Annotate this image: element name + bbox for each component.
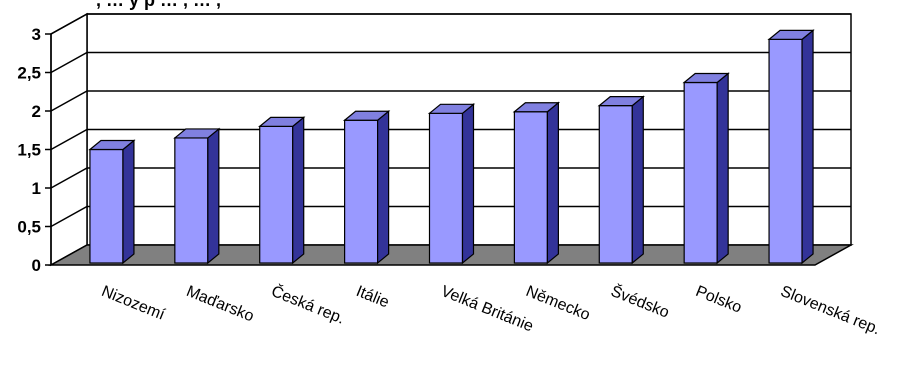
y-tick-label: 2,5 [17,64,41,83]
chart-title: , … y p … , … , [96,0,221,10]
gridline [50,51,851,74]
y-tick-label: 0 [32,256,41,275]
bars [88,29,815,265]
gridline [50,13,851,35]
bar-front [89,148,124,264]
bar [767,29,815,265]
bar-front [598,105,633,264]
x-tick-label: Nizozemí [99,283,168,324]
y-tick-label: 3 [32,25,41,44]
bar-top [88,139,136,151]
bar [597,95,645,265]
y-tick-label: 2 [32,102,41,121]
bar-top [597,96,645,107]
bar-top [258,116,306,128]
bar-top [173,128,221,139]
bar-front [259,125,294,264]
bar-side [461,103,475,265]
x-tick-label: Slovenská rep. [778,283,883,338]
x-tick-label: Švédsko [608,281,672,322]
bar-front [683,81,718,264]
x-tick-label: Polsko [693,283,744,317]
bar [258,116,306,265]
y-tick-label: 1 [32,179,41,198]
bar-front [174,137,209,264]
bar-front [428,112,464,264]
bar-side [207,127,220,265]
bar-top [767,29,815,40]
bar [342,109,391,265]
bar-side [377,109,390,265]
x-tick-label: Itálie [354,283,392,311]
bar-front [344,119,379,264]
bar-side [292,116,305,265]
bar-front [513,111,548,264]
x-tick-label: Velká Británie [439,283,536,335]
x-tick-label: Maďarsko [184,283,256,325]
bar-top [342,110,391,121]
gridline [50,205,851,228]
x-tick-label: Česká rep. [269,281,348,328]
bar-top [427,103,476,114]
bar [682,72,730,265]
y-tick-label: 0,5 [17,218,41,237]
bar-side [631,95,644,265]
bar [88,139,136,265]
bar-side [122,139,135,265]
bar-side [716,72,729,265]
gridline [50,128,851,151]
gridline [50,90,851,112]
y-axis-ticks: 0 0,5 1 1,5 2 2,5 3 [17,25,52,275]
bar-side [546,101,559,265]
bar [427,103,476,265]
gridlines [50,13,851,228]
bar-side [801,29,814,265]
bar-top [512,102,561,113]
bar [173,127,221,265]
bar-front [768,38,803,264]
bar [512,101,561,265]
gridline [50,167,851,189]
x-axis-ticks: Nizozemí Maďarsko Česká rep. Itálie Velká Br… [99,281,883,338]
bar-top [682,72,730,84]
y-tick-label: 1,5 [17,141,41,160]
